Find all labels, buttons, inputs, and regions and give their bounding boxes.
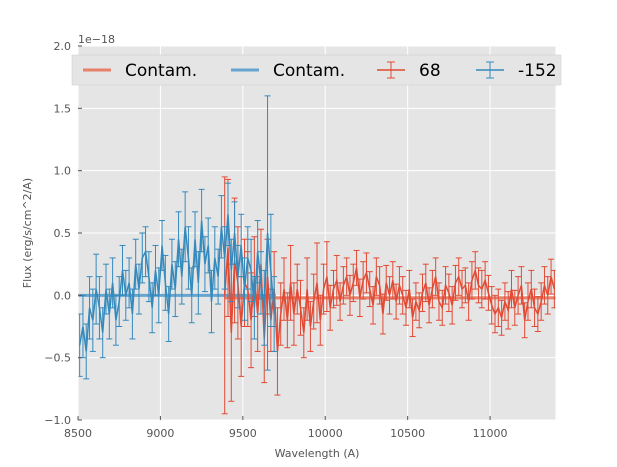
legend-label: -152: [518, 61, 557, 81]
y-tick-label: −1.0: [44, 414, 71, 427]
x-tick-label: 9500: [229, 427, 257, 440]
legend-label: Contam.: [125, 61, 197, 81]
x-tick-label: 11000: [473, 427, 508, 440]
y-tick-label: 0.5: [54, 227, 72, 240]
x-tick-label: 10500: [390, 427, 425, 440]
y-tick-label: −0.5: [44, 352, 71, 365]
y-tick-label: 0.0: [54, 289, 72, 302]
legend: Contam. Contam. 68 -152: [71, 54, 562, 86]
legend-label: 68: [419, 61, 441, 81]
y-axis-label: Flux (erg/s/cm^2/A): [21, 178, 34, 288]
y-ticks: −1.0 −0.5 0.0 0.5 1.0 1.5 2.0: [44, 40, 82, 427]
series-layer: [78, 95, 556, 415]
series-line: [78, 214, 275, 352]
legend-label: Contam.: [273, 61, 345, 81]
series-line: [223, 247, 556, 352]
series--152: [78, 95, 278, 380]
y-tick-label: 1.0: [54, 165, 72, 178]
x-axis-label: Wavelength (A): [275, 447, 360, 460]
x-tick-label: 8500: [64, 427, 92, 440]
y-offset-label: 1e−18: [78, 33, 115, 46]
x-tick-label: 10000: [308, 427, 343, 440]
y-tick-label: 1.5: [54, 102, 72, 115]
x-tick-label: 9000: [146, 427, 174, 440]
y-tick-label: 2.0: [54, 40, 72, 53]
x-ticks: 8500 9000 9500 10000 10500 11000: [64, 416, 508, 440]
